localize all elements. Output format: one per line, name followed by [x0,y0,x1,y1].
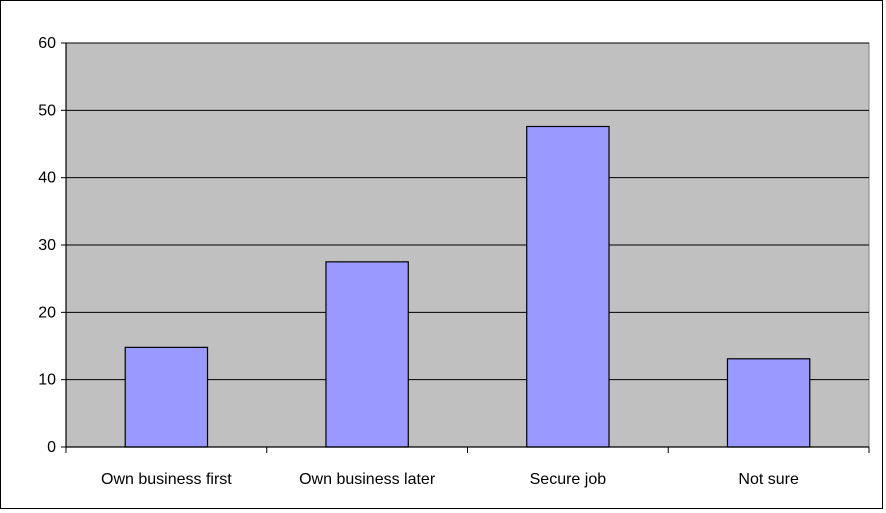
y-axis-ticks: 0 10 20 30 40 50 60 [38,35,66,456]
y-tick-label: 60 [38,35,56,52]
bar [726,358,811,448]
y-tick-label: 0 [47,439,56,456]
x-tick-label: Own business later [299,471,436,488]
bars [124,125,811,448]
x-tick-label: Not sure [738,471,799,488]
bar [124,346,209,448]
x-tick-label: Secure job [530,471,607,488]
y-tick-label: 20 [38,304,56,321]
y-tick-label: 30 [38,237,56,254]
x-tick-label: Own business first [101,471,232,488]
y-tick-label: 40 [38,170,56,187]
y-tick-label: 10 [38,372,56,389]
x-axis-ticks: Own business first Own business later Secu… [65,447,870,488]
y-tick-label: 50 [38,102,56,119]
bar [526,125,610,448]
bar [325,261,409,448]
